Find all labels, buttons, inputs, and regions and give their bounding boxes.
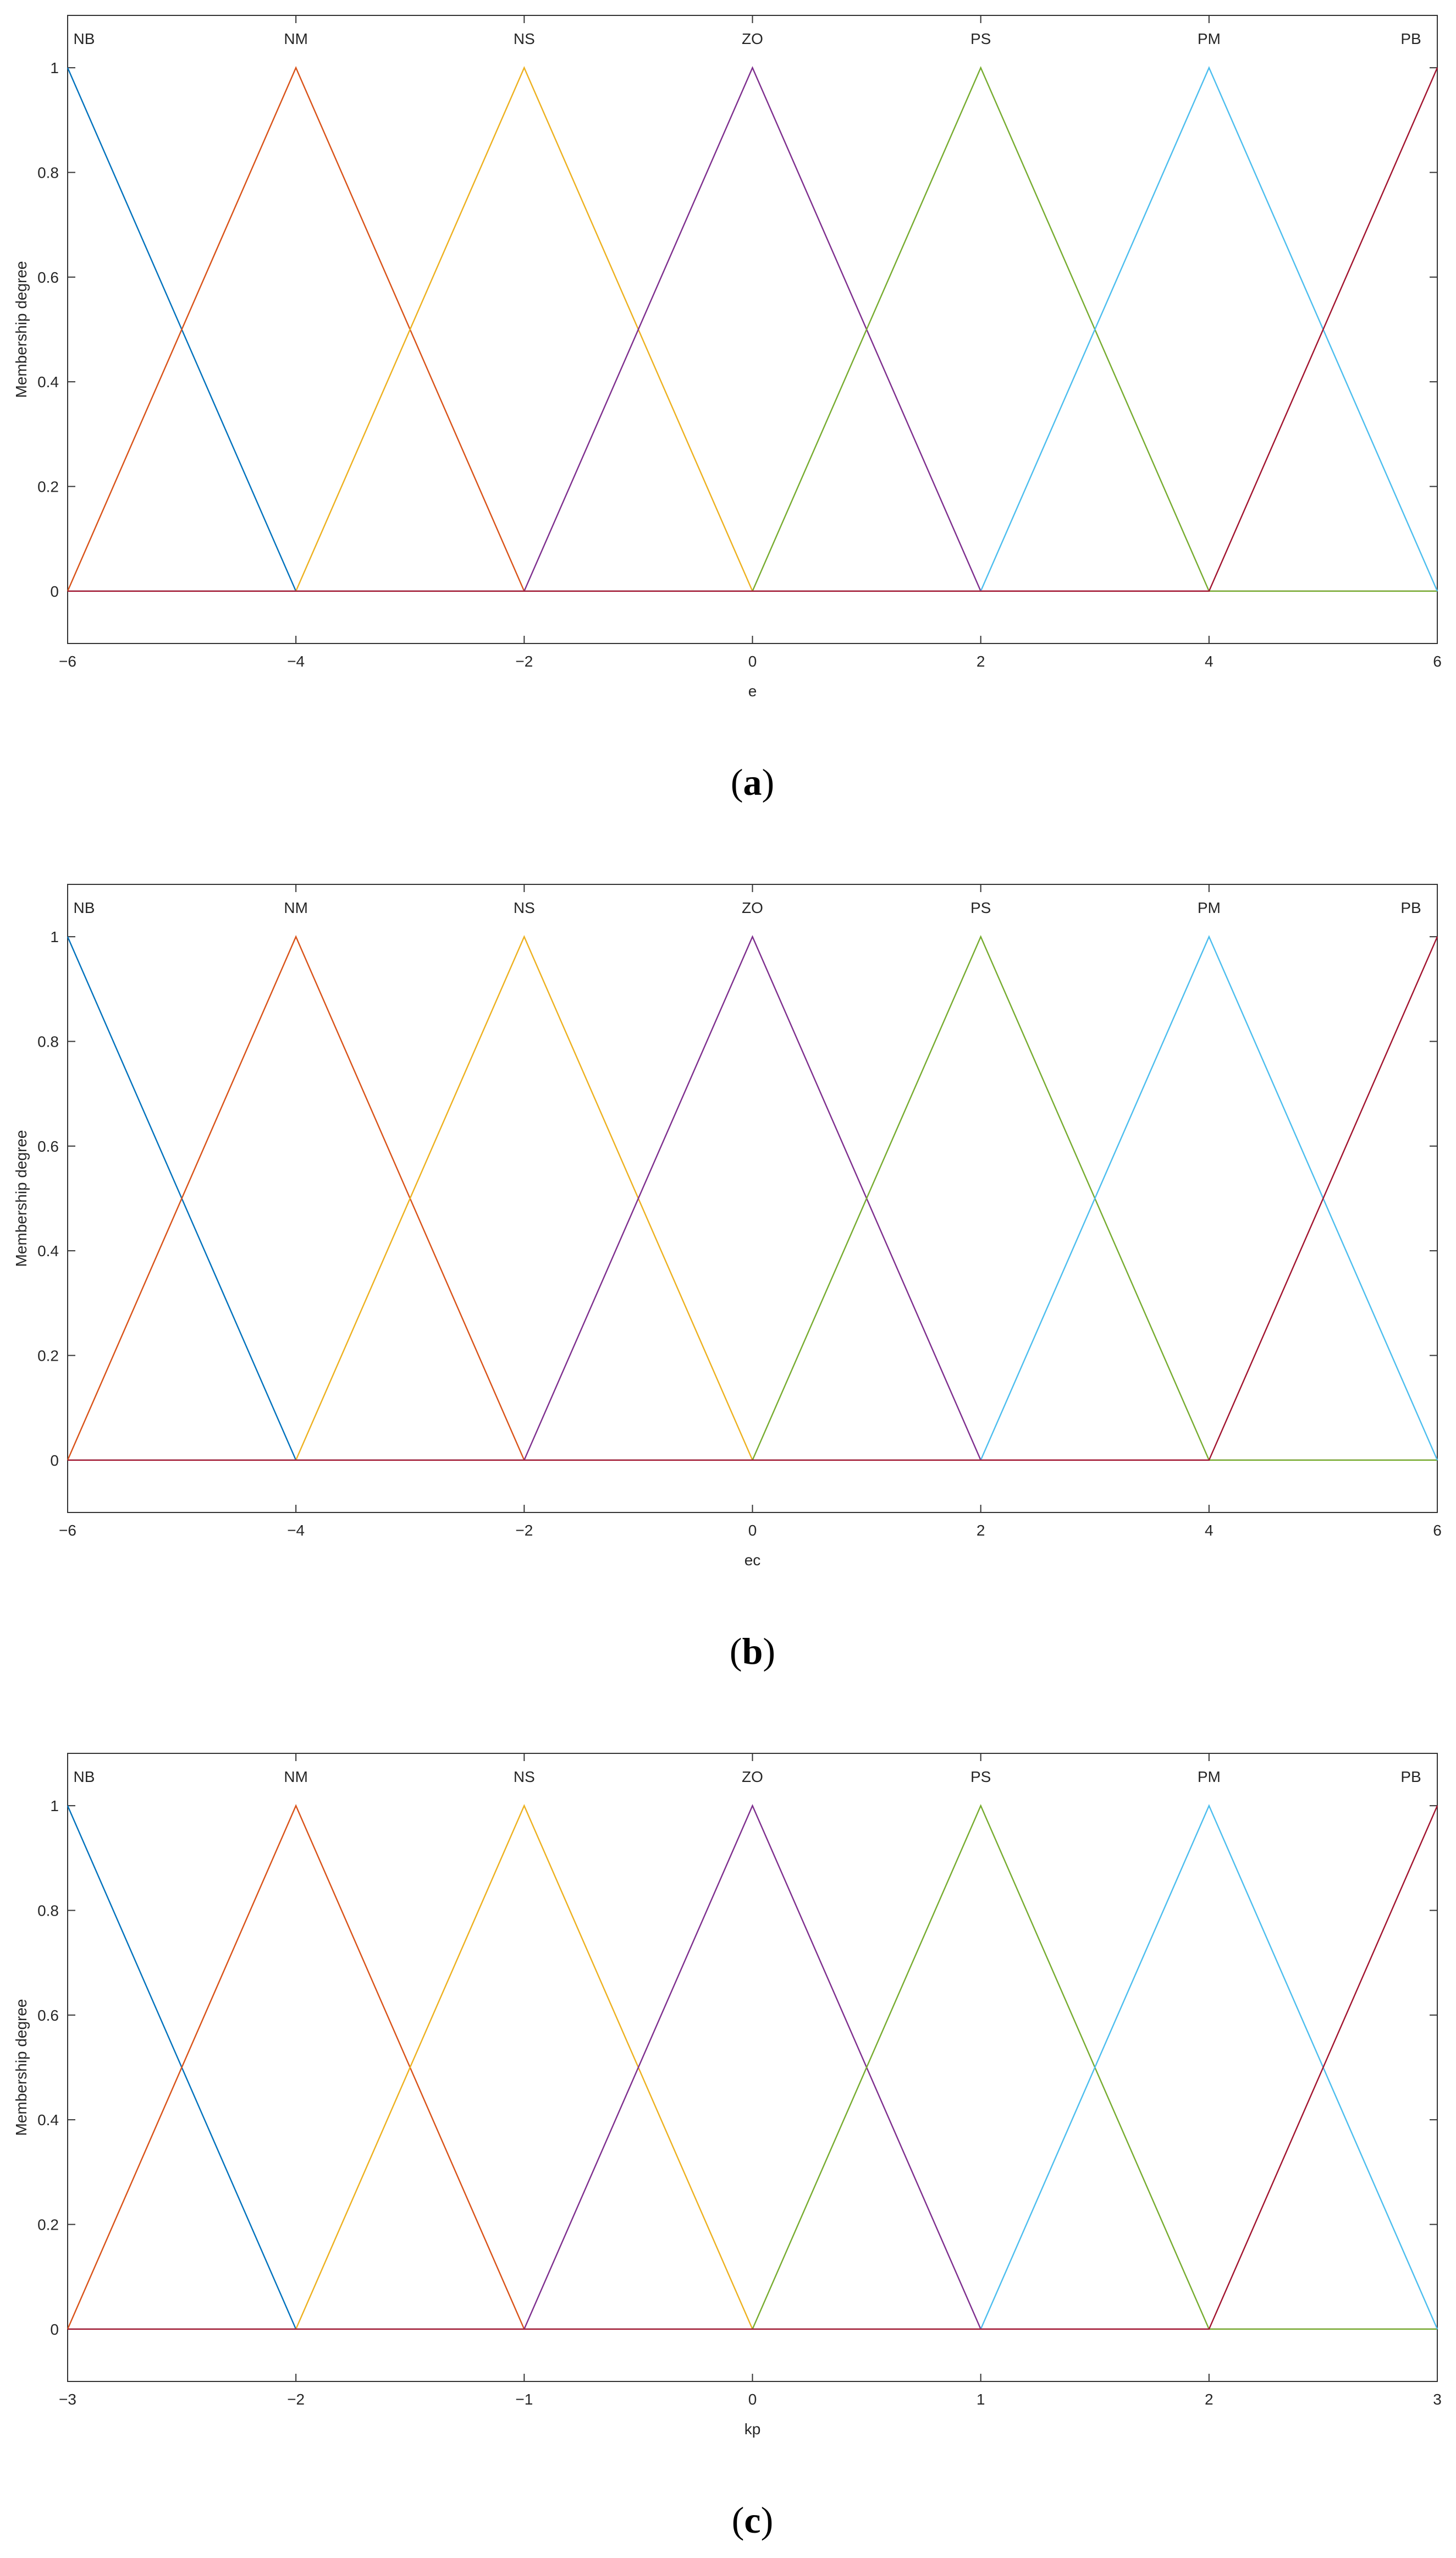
mf-label-pb: PB (1400, 899, 1421, 916)
mf-label-nm: NM (284, 30, 308, 47)
series-line-pm (68, 935, 1438, 1461)
x-axis-label: ec (744, 1552, 761, 1569)
mf-label-zo: ZO (742, 899, 763, 916)
mf-label-nb: NB (74, 899, 95, 916)
x-tick-label: 4 (1205, 653, 1214, 670)
mf-label-ns: NS (514, 1768, 535, 1785)
y-tick-label: 0 (50, 2321, 59, 2338)
y-tick-label: 0.2 (37, 1347, 59, 1365)
y-tick-label: 0.8 (37, 164, 59, 181)
x-tick-label: −4 (287, 1522, 305, 1539)
plot-frame (67, 1753, 1438, 2382)
x-tick-label: −6 (59, 653, 76, 670)
x-tick-label: −2 (515, 653, 533, 670)
series-line-ns (68, 1804, 1437, 2330)
x-axis-label: e (748, 683, 757, 700)
y-tick-label: 0.6 (37, 2007, 59, 2024)
series-line-nb (67, 67, 1437, 592)
panel-caption: (b) (730, 1630, 775, 1672)
panel-caption: (a) (731, 761, 774, 803)
x-tick-label: 2 (977, 1522, 985, 1539)
series-line-nb (67, 1805, 1437, 2330)
y-axis-label: Membership degree (13, 1130, 30, 1267)
mf-label-nb: NB (74, 1768, 95, 1785)
series-line-nm (67, 1804, 1437, 2330)
y-tick-label: 0.6 (37, 1138, 59, 1155)
mf-label-nb: NB (74, 30, 95, 47)
y-tick-label: 0.2 (37, 478, 59, 496)
panel-caption: (c) (732, 2499, 774, 2541)
x-tick-label: 0 (748, 1522, 757, 1539)
series-line-ps (68, 66, 1437, 592)
mf-label-zo: ZO (742, 1768, 763, 1785)
series-line-pm (68, 1804, 1438, 2330)
series-line-pm (68, 66, 1438, 592)
x-tick-label: 4 (1205, 1522, 1214, 1539)
mf-label-pm: PM (1198, 1768, 1221, 1785)
x-tick-label: −6 (59, 1522, 76, 1539)
mf-label-pm: PM (1198, 899, 1221, 916)
y-axis-label: Membership degree (13, 261, 30, 398)
mf-label-pm: PM (1198, 30, 1221, 47)
x-axis-label: kp (744, 2421, 761, 2438)
y-axis-label: Membership degree (13, 1999, 30, 2136)
chart-panel-a: −6 −4 −2 0 2 4 6 0 0.2 0.4 0.6 0.8 1 e Membership degr… (13, 15, 1442, 803)
mf-label-nm: NM (284, 899, 308, 916)
series-line-ns (68, 935, 1437, 1461)
x-tick-label: 2 (1205, 2391, 1214, 2408)
mf-label-pb: PB (1400, 1768, 1421, 1785)
series-line-ns (68, 66, 1437, 592)
series-line-zo (68, 1804, 1437, 2330)
y-tick-label: 1 (50, 928, 59, 945)
plot-frame (67, 15, 1438, 644)
series-line-nm (67, 66, 1437, 592)
series-line-ps (68, 935, 1437, 1461)
x-tick-label: 6 (1433, 1522, 1442, 1539)
x-tick-label: −2 (515, 1522, 533, 1539)
series-line-nb (67, 936, 1437, 1461)
mf-label-ps: PS (970, 899, 991, 916)
x-tick-label: 0 (748, 653, 757, 670)
mf-label-zo: ZO (742, 30, 763, 47)
mf-label-ps: PS (970, 30, 991, 47)
y-tick-label: 1 (50, 1797, 59, 1814)
mf-label-ns: NS (514, 899, 535, 916)
mf-label-ns: NS (514, 30, 535, 47)
x-tick-label: 6 (1433, 653, 1442, 670)
chart-panel-c: −3 −2 −1 0 1 2 3 0 0.2 0.4 0.6 0.8 1 kp Membership deg… (13, 1753, 1442, 2541)
y-tick-label: 0 (50, 1452, 59, 1469)
y-tick-label: 0.4 (37, 1242, 59, 1259)
y-tick-label: 0.4 (37, 373, 59, 390)
x-tick-label: 2 (977, 653, 985, 670)
series-line-nm (67, 935, 1437, 1461)
series-line-zo (68, 66, 1437, 592)
y-tick-label: 0.2 (37, 2216, 59, 2234)
x-tick-label: −1 (515, 2391, 533, 2408)
x-tick-label: 3 (1433, 2391, 1442, 2408)
chart-panel-b: −6 −4 −2 0 2 4 6 0 0.2 0.4 0.6 0.8 1 ec Membership deg… (13, 884, 1442, 1672)
y-tick-label: 0.6 (37, 269, 59, 286)
series-line-pb (68, 936, 1438, 1461)
y-tick-label: 0.8 (37, 1902, 59, 1919)
mf-label-ps: PS (970, 1768, 991, 1785)
series-line-zo (68, 935, 1437, 1461)
x-tick-label: 0 (748, 2391, 757, 2408)
y-tick-label: 0 (50, 583, 59, 600)
plot-frame (67, 884, 1438, 1513)
series-line-ps (68, 1804, 1437, 2330)
y-tick-label: 0.4 (37, 2111, 59, 2128)
y-tick-label: 0.8 (37, 1033, 59, 1050)
mf-label-pb: PB (1400, 30, 1421, 47)
x-tick-label: −3 (59, 2391, 76, 2408)
mf-label-nm: NM (284, 1768, 308, 1785)
series-line-pb (68, 1805, 1438, 2330)
x-tick-label: −4 (287, 653, 305, 670)
y-tick-label: 1 (50, 59, 59, 76)
series-line-pb (68, 67, 1438, 592)
x-tick-label: 1 (977, 2391, 985, 2408)
x-tick-label: −2 (287, 2391, 305, 2408)
